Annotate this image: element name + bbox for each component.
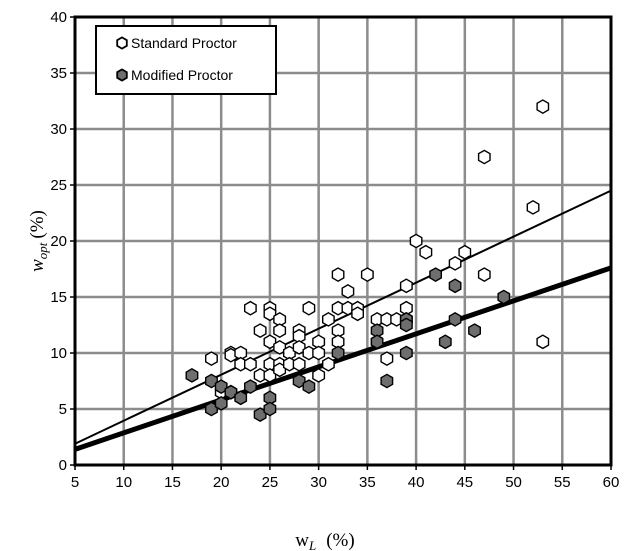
- point-standard-55: [477, 149, 491, 165]
- legend-label-standard: Standard Proctor: [131, 35, 237, 51]
- point-standard-13: [263, 334, 277, 350]
- x-tick-label-6: 35: [359, 474, 376, 491]
- point-modified-23: [448, 311, 462, 327]
- point-standard-46: [380, 351, 394, 367]
- x-tick-label-0: 5: [71, 474, 79, 491]
- point-standard-33: [322, 356, 335, 372]
- y-tick-label-2: 10: [50, 345, 67, 362]
- point-standard-41: [351, 306, 364, 322]
- point-modified-7: [243, 379, 257, 395]
- point-modified-18: [399, 317, 413, 333]
- point-modified-15: [370, 334, 384, 350]
- y-tick-label-3: 15: [50, 289, 67, 306]
- x-tick-label-4: 25: [262, 474, 279, 491]
- legend: Standard Proctor Modified Proctor: [95, 25, 277, 95]
- point-modified-19: [399, 345, 413, 361]
- point-standard-38: [341, 283, 355, 299]
- y-tick-label-6: 30: [50, 121, 67, 138]
- x-tick-labels: 5 10 15 20 25 30 35 40 45 50 55 60: [71, 465, 620, 491]
- point-modified-12: [302, 379, 316, 395]
- x-axis-label: wL (%): [295, 530, 354, 551]
- y-axis-label: wopt(%): [27, 210, 50, 272]
- point-standard-58: [536, 99, 550, 115]
- point-standard-57: [526, 199, 540, 215]
- point-standard-30: [312, 345, 326, 361]
- x-tick-label-9: 50: [505, 474, 522, 491]
- point-standard-27: [302, 300, 316, 316]
- x-tick-label-5: 30: [310, 474, 327, 491]
- point-standard-18: [273, 339, 287, 355]
- legend-marker-standard: [116, 36, 128, 50]
- x-tick-label-11: 60: [603, 474, 620, 491]
- point-standard-53: [448, 255, 462, 271]
- trend-line-modified: [74, 265, 612, 452]
- y-tick-label-0: 0: [59, 457, 67, 474]
- point-standard-0: [204, 351, 218, 367]
- y-tick-label-7: 35: [50, 65, 67, 82]
- point-modified-22: [448, 278, 462, 294]
- point-standard-42: [360, 267, 374, 283]
- x-tick-label-7: 40: [408, 474, 425, 491]
- point-modified-3: [214, 379, 228, 395]
- point-modified-24: [468, 323, 481, 339]
- point-standard-25: [292, 339, 306, 355]
- legend-box: [95, 25, 277, 95]
- x-tick-label-1: 10: [115, 474, 132, 491]
- x-tick-label-10: 55: [554, 474, 571, 491]
- point-modified-0: [185, 367, 199, 383]
- point-standard-56: [477, 267, 491, 283]
- y-tick-label-8: 40: [50, 9, 67, 26]
- point-modified-11: [292, 373, 306, 389]
- point-standard-8: [243, 356, 257, 372]
- point-standard-7: [243, 300, 257, 316]
- point-modified-10: [263, 401, 277, 417]
- point-modified-25: [497, 289, 511, 305]
- x-tick-label-8: 45: [456, 474, 473, 491]
- x-tick-label-3: 20: [213, 474, 230, 491]
- point-modified-5: [224, 384, 238, 400]
- data-points: [185, 99, 550, 423]
- point-standard-59: [536, 334, 550, 350]
- point-standard-52: [419, 244, 433, 260]
- y-tick-labels: 0 5 10 15 20 25 30 35 40: [50, 9, 75, 474]
- y-tick-label-4: 20: [50, 233, 67, 250]
- point-standard-32: [322, 311, 335, 327]
- trend-line-standard: [74, 189, 612, 445]
- point-standard-17: [273, 323, 287, 339]
- point-modified-6: [234, 390, 248, 406]
- point-modified-13: [331, 345, 345, 361]
- point-standard-48: [399, 278, 413, 294]
- point-modified-16: [380, 373, 394, 389]
- legend-marker-modified: [116, 68, 128, 82]
- point-modified-20: [429, 267, 442, 283]
- point-standard-54: [458, 244, 472, 260]
- legend-label-modified: Modified Proctor: [131, 67, 233, 83]
- point-standard-12: [263, 306, 277, 322]
- point-modified-4: [214, 395, 228, 411]
- point-standard-34: [331, 267, 345, 283]
- trend-lines: [74, 189, 612, 452]
- point-modified-1: [204, 373, 218, 389]
- y-tick-label-5: 25: [50, 177, 67, 194]
- x-tick-label-2: 15: [164, 474, 181, 491]
- point-standard-9: [253, 323, 267, 339]
- point-standard-26: [292, 356, 306, 372]
- point-modified-21: [438, 334, 452, 350]
- y-tick-label-1: 5: [59, 401, 67, 418]
- point-standard-31: [312, 367, 326, 383]
- point-standard-51: [409, 233, 423, 249]
